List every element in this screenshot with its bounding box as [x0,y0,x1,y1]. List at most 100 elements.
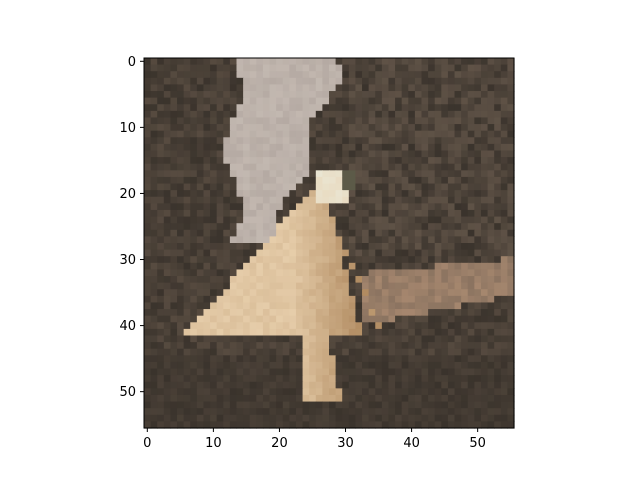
image-pixel [329,249,337,257]
image-pixel [315,84,323,92]
image-pixel [454,130,462,138]
image-pixel [249,110,257,119]
x-tick-label: 20 [271,436,288,451]
image-pixel [163,183,172,191]
image-pixel [315,282,323,290]
image-pixel [302,276,310,284]
image-pixel [401,203,409,211]
image-pixel [229,262,238,271]
image-pixel [190,322,198,330]
image-pixel [295,150,304,158]
image-pixel [461,84,469,92]
image-pixel [447,361,456,370]
image-pixel [249,163,257,171]
image-pixel [467,335,475,343]
image-pixel [196,276,205,284]
image-pixel [467,176,475,185]
image-pixel [262,223,271,231]
image-pixel [229,110,238,119]
image-pixel [229,315,238,323]
image-pixel [507,203,515,211]
image-pixel [401,249,409,257]
image-pixel [315,58,323,66]
image-pixel [322,328,330,337]
image-pixel [229,381,238,389]
image-pixel [507,289,515,297]
image-pixel [362,236,370,244]
image-pixel [302,229,310,237]
image-pixel [157,368,165,376]
image-pixel [269,137,277,145]
image-pixel [441,243,449,251]
image-pixel [269,110,277,119]
image-pixel [295,375,304,383]
image-pixel [507,216,515,224]
image-pixel [223,375,231,383]
image-pixel [282,315,290,323]
image-pixel [487,77,495,86]
image-pixel [381,84,390,92]
image-pixel [203,209,211,218]
image-pixel [395,276,403,284]
image-pixel [223,91,231,99]
image-pixel [183,77,191,86]
image-pixel [243,137,251,145]
image-pixel [249,262,257,271]
image-pixel [309,335,317,343]
image-pixel [408,157,416,165]
image-pixel [480,342,489,350]
image-pixel [144,421,152,429]
image-pixel [342,97,350,105]
image-pixel [487,289,495,297]
image-pixel [295,91,304,99]
image-pixel [144,97,152,105]
image-pixel [421,335,429,343]
image-pixel [243,236,251,244]
image-pixel [183,361,191,370]
image-pixel [348,414,357,422]
image-pixel [441,117,449,125]
image-pixel [249,229,257,237]
image-pixel [500,64,508,72]
image-pixel [388,203,396,211]
image-pixel [203,309,211,317]
image-pixel [289,309,297,317]
image-pixel [203,388,211,396]
image-pixel [500,249,508,257]
image-pixel [196,342,205,350]
image-pixel [249,157,257,165]
image-pixel [203,117,211,125]
image-pixel [467,262,475,271]
image-pixel [177,170,185,178]
image-pixel [335,315,343,323]
image-pixel [177,342,185,350]
image-pixel [335,355,343,363]
image-pixel [196,190,205,198]
image-pixel [289,388,297,396]
image-pixel [494,355,502,363]
image-pixel [210,71,218,79]
image-pixel [368,77,376,86]
image-pixel [163,176,172,185]
image-pixel [262,130,271,138]
image-pixel [157,249,165,257]
image-pixel [216,309,224,317]
image-pixel [414,256,423,264]
image-pixel [467,302,475,310]
image-pixel [414,216,423,224]
image-pixel [362,388,370,396]
image-pixel [401,315,409,323]
image-pixel [447,309,456,317]
image-pixel [183,229,191,237]
y-tick-label: 30 [119,253,136,268]
image-pixel [177,209,185,218]
image-pixel [322,361,330,370]
image-pixel [474,361,482,370]
image-pixel [289,381,297,389]
image-pixel [183,183,191,191]
image-pixel [157,243,165,251]
image-pixel [362,289,370,297]
image-pixel [309,84,317,92]
image-pixel [269,84,277,92]
image-pixel [428,196,436,204]
